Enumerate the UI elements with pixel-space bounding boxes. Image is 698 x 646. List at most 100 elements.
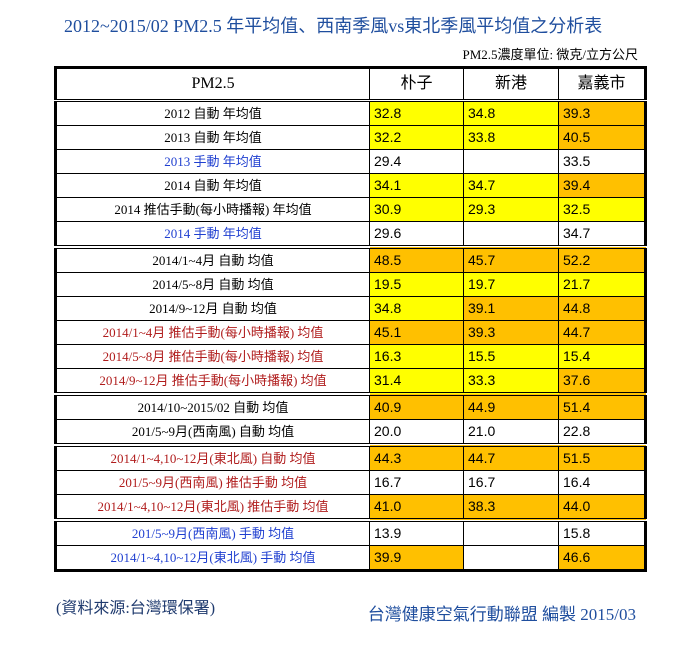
value-cell: 16.4 bbox=[558, 470, 646, 495]
row-label: 2014/9~12月 自動 均值 bbox=[55, 296, 370, 321]
value-cell: 44.8 bbox=[558, 296, 646, 321]
row-label: 2014/9~12月 推估手動(每小時播報) 均值 bbox=[55, 368, 370, 395]
value-cell: 45.1 bbox=[369, 320, 464, 345]
table-body: 2012 自動 年均值 32.8 34.8 39.3 2013 自動 年均值 32.2 33… bbox=[55, 100, 646, 571]
table-row: 2014/5~8月 推估手動(每小時播報) 均值 16.3 15.5 15.4 bbox=[55, 344, 646, 369]
value-cell: 38.3 bbox=[463, 494, 559, 521]
value-cell: 39.3 bbox=[558, 100, 646, 126]
value-cell: 15.4 bbox=[558, 344, 646, 369]
value-cell: 51.4 bbox=[558, 392, 646, 420]
pm25-table: PM2.5 朴子 新港 嘉義市 2012 自動 年均值 32.8 34.8 39.3 2… bbox=[54, 66, 647, 572]
value-cell: 39.1 bbox=[463, 296, 559, 321]
table-row: 2014/1~4,10~12月(東北風) 手動 均值 39.9 46.6 bbox=[55, 545, 646, 571]
value-cell: 39.4 bbox=[558, 173, 646, 198]
value-cell: 29.3 bbox=[463, 197, 559, 222]
value-cell: 34.8 bbox=[463, 100, 559, 126]
value-cell: 44.7 bbox=[558, 320, 646, 345]
header-puzi: 朴子 bbox=[369, 67, 464, 102]
row-label: 2014 手動 年均值 bbox=[55, 221, 370, 248]
row-label: 2014/1~4,10~12月(東北風) 手動 均值 bbox=[55, 545, 370, 571]
value-cell bbox=[463, 545, 559, 571]
table-row: 2014 自動 年均值 34.1 34.7 39.4 bbox=[55, 173, 646, 198]
row-label: 2014/10~2015/02 自動 均值 bbox=[55, 392, 370, 420]
value-cell: 34.1 bbox=[369, 173, 464, 198]
table-row: 2014/1~4月 推估手動(每小時播報) 均值 45.1 39.3 44.7 bbox=[55, 320, 646, 345]
value-cell: 21.7 bbox=[558, 272, 646, 297]
row-label: 2014/1~4,10~12月(東北風) 推估手動 均值 bbox=[55, 494, 370, 521]
table-row: 201/5~9月(西南風) 手動 均值 13.9 15.8 bbox=[55, 518, 646, 546]
table-row: 201/5~9月(西南風) 推估手動 均值 16.7 16.7 16.4 bbox=[55, 470, 646, 495]
value-cell: 44.0 bbox=[558, 494, 646, 521]
unit-note: PM2.5濃度單位: 微克/立方公尺 bbox=[462, 47, 638, 62]
value-cell: 22.8 bbox=[558, 419, 646, 446]
row-label: 201/5~9月(西南風) 手動 均值 bbox=[55, 518, 370, 546]
value-cell: 45.7 bbox=[463, 245, 559, 273]
value-cell: 15.8 bbox=[558, 518, 646, 546]
table-row: 2012 自動 年均值 32.8 34.8 39.3 bbox=[55, 100, 646, 126]
value-cell: 32.5 bbox=[558, 197, 646, 222]
value-cell: 20.0 bbox=[369, 419, 464, 446]
value-cell: 34.7 bbox=[558, 221, 646, 248]
table-row: 2014/1~4月 自動 均值 48.5 45.7 52.2 bbox=[55, 245, 646, 273]
row-label: 2013 自動 年均值 bbox=[55, 125, 370, 150]
value-cell: 13.9 bbox=[369, 518, 464, 546]
row-label: 2013 手動 年均值 bbox=[55, 149, 370, 174]
value-cell: 40.5 bbox=[558, 125, 646, 150]
value-cell: 33.8 bbox=[463, 125, 559, 150]
table-row: 2014/5~8月 自動 均值 19.5 19.7 21.7 bbox=[55, 272, 646, 297]
row-label: 201/5~9月(西南風) 自動 均值 bbox=[55, 419, 370, 446]
header-chiayi-city: 嘉義市 bbox=[558, 67, 646, 102]
value-cell: 33.5 bbox=[558, 149, 646, 174]
data-source: (資料來源:台灣環保署) bbox=[56, 600, 216, 617]
table-row: 2013 手動 年均值 29.4 33.5 bbox=[55, 149, 646, 174]
compiler-credit: 台灣健康空氣行動聯盟 編製 2015/03 bbox=[367, 605, 636, 624]
row-label: 2014/5~8月 自動 均值 bbox=[55, 272, 370, 297]
header-row: PM2.5 朴子 新港 嘉義市 bbox=[55, 67, 646, 102]
table-row: 2014/1~4,10~12月(東北風) 自動 均值 44.3 44.7 51.5 bbox=[55, 443, 646, 471]
table-row: 2013 自動 年均值 32.2 33.8 40.5 bbox=[55, 125, 646, 150]
table-row: 2014/9~12月 推估手動(每小時播報) 均值 31.4 33.3 37.6 bbox=[55, 368, 646, 395]
row-label: 2014/5~8月 推估手動(每小時播報) 均值 bbox=[55, 344, 370, 369]
value-cell: 32.2 bbox=[369, 125, 464, 150]
value-cell: 33.3 bbox=[463, 368, 559, 395]
value-cell: 41.0 bbox=[369, 494, 464, 521]
value-cell: 44.7 bbox=[463, 443, 559, 471]
value-cell: 48.5 bbox=[369, 245, 464, 273]
value-cell: 37.6 bbox=[558, 368, 646, 395]
value-cell: 31.4 bbox=[369, 368, 464, 395]
value-cell: 29.6 bbox=[369, 221, 464, 248]
header-pm25: PM2.5 bbox=[55, 67, 370, 102]
row-label: 2014 自動 年均值 bbox=[55, 173, 370, 198]
value-cell: 40.9 bbox=[369, 392, 464, 420]
table-row: 201/5~9月(西南風) 自動 均值 20.0 21.0 22.8 bbox=[55, 419, 646, 446]
value-cell: 44.9 bbox=[463, 392, 559, 420]
table-row: 2014/9~12月 自動 均值 34.8 39.1 44.8 bbox=[55, 296, 646, 321]
value-cell bbox=[463, 221, 559, 248]
value-cell bbox=[463, 518, 559, 546]
value-cell: 39.9 bbox=[369, 545, 464, 571]
value-cell: 19.5 bbox=[369, 272, 464, 297]
value-cell: 44.3 bbox=[369, 443, 464, 471]
value-cell: 16.3 bbox=[369, 344, 464, 369]
value-cell: 34.8 bbox=[369, 296, 464, 321]
value-cell: 52.2 bbox=[558, 245, 646, 273]
value-cell: 29.4 bbox=[369, 149, 464, 174]
value-cell: 32.8 bbox=[369, 100, 464, 126]
row-label: 2014/1~4月 推估手動(每小時播報) 均值 bbox=[55, 320, 370, 345]
value-cell: 16.7 bbox=[369, 470, 464, 495]
table-row: 2014/10~2015/02 自動 均值 40.9 44.9 51.4 bbox=[55, 392, 646, 420]
value-cell: 51.5 bbox=[558, 443, 646, 471]
row-label: 2014 推估手動(每小時播報) 年均值 bbox=[55, 197, 370, 222]
value-cell bbox=[463, 149, 559, 174]
row-label: 2014/1~4月 自動 均值 bbox=[55, 245, 370, 273]
value-cell: 19.7 bbox=[463, 272, 559, 297]
page-title: 2012~2015/02 PM2.5 年平均值、西南季風vs東北季風平均值之分析… bbox=[64, 16, 603, 36]
value-cell: 21.0 bbox=[463, 419, 559, 446]
value-cell: 46.6 bbox=[558, 545, 646, 571]
header-xingang: 新港 bbox=[463, 67, 559, 102]
table-row: 2014/1~4,10~12月(東北風) 推估手動 均值 41.0 38.3 44.0 bbox=[55, 494, 646, 521]
row-label: 201/5~9月(西南風) 推估手動 均值 bbox=[55, 470, 370, 495]
table-row: 2014 手動 年均值 29.6 34.7 bbox=[55, 221, 646, 248]
row-label: 2014/1~4,10~12月(東北風) 自動 均值 bbox=[55, 443, 370, 471]
value-cell: 39.3 bbox=[463, 320, 559, 345]
